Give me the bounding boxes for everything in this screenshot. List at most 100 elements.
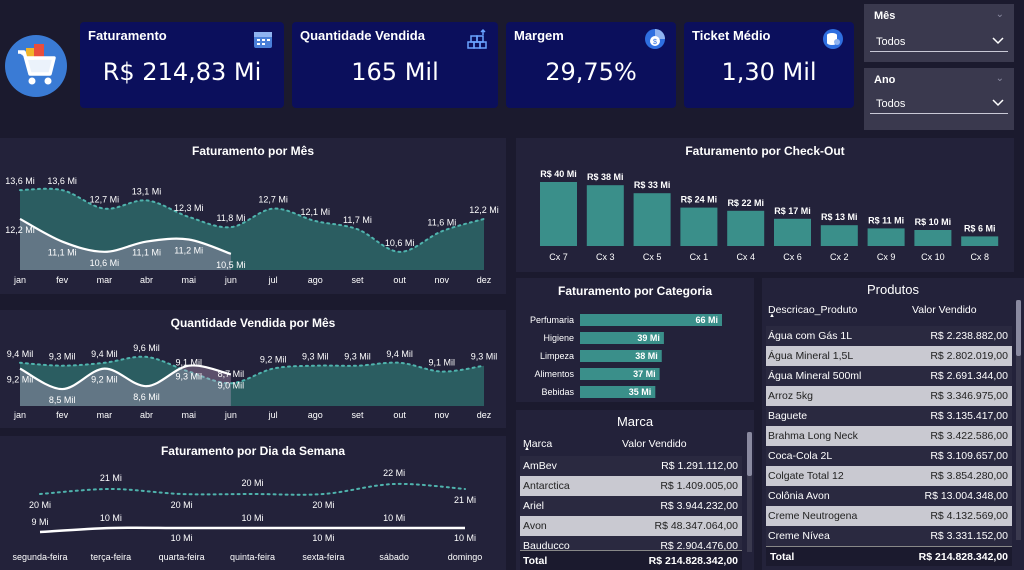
slicer-dropdown-mes[interactable]: Todos <box>870 32 1008 52</box>
kpi-value: 29,75% <box>545 58 637 86</box>
column-header-valor[interactable]: Valor Vendido <box>912 304 977 316</box>
cell-value: R$ 3.944.232,00 <box>660 500 738 512</box>
table-row[interactable]: Colônia Avon R$ 13.004.348,00 <box>766 486 1012 506</box>
table-row[interactable]: Colgate Total 12 R$ 3.854.280,00 <box>766 466 1012 486</box>
kpi-value: 165 Mil <box>351 58 439 86</box>
scrollbar[interactable] <box>1016 300 1021 540</box>
column-header-valor[interactable]: Valor Vendido <box>622 438 687 450</box>
cell-value: R$ 3.109.657,00 <box>930 450 1008 462</box>
bar-value-label: R$ 17 Mi <box>774 206 811 216</box>
bar-value-label: R$ 38 Mi <box>587 172 624 182</box>
data-label: 9,4 Mil <box>91 349 118 359</box>
categoria-plot: Perfumaria 66 Mi Higiene 39 Mi Limpeza 38 Mi A… <box>530 314 722 398</box>
quantidade-mes-plot: 9,4 Mil 9,3 Mil 9,4 Mil 9,6 Mil 9,1 Mil 8,7 M… <box>7 343 498 420</box>
table-title: Produtos <box>866 282 920 297</box>
cell-name: Coca-Cola 2L <box>768 450 833 462</box>
table-row[interactable]: Água com Gás 1L R$ 2.238.882,00 <box>766 326 1012 346</box>
cell-name: Avon <box>523 520 547 532</box>
table-row[interactable]: Ariel R$ 3.944.232,00 <box>520 496 742 516</box>
y-tick-label: Limpeza <box>540 351 574 361</box>
bar-value-label: R$ 10 Mi <box>915 217 952 227</box>
kpi-value: R$ 214,83 Mi <box>102 58 262 86</box>
checkout-plot: R$ 40 Mi Cx 7 R$ 38 Mi Cx 3 R$ 33 Mi Cx 5 R$ 2… <box>540 169 999 262</box>
chart-faturamento-dia: Faturamento por Dia da Semana 20 Mi 21 Mi… <box>0 436 506 570</box>
kpi-title: Ticket Médio <box>692 28 771 43</box>
bottom-data-label: 10 Mi <box>171 533 193 543</box>
bar-value-label: R$ 11 Mi <box>868 215 904 225</box>
data-label: 13,1 Mi <box>132 186 162 196</box>
kpi-ticket: Ticket Médio 1,30 Mil <box>684 22 854 108</box>
data-label: 9,1 Mil <box>429 358 456 368</box>
x-tick-label: Cx 3 <box>596 252 615 262</box>
x-tick-label: ago <box>308 275 323 285</box>
data-label: 11,8 Mi <box>216 213 245 223</box>
scrollbar[interactable] <box>747 432 752 552</box>
cell-value: R$ 3.854.280,00 <box>930 470 1008 482</box>
chart-title: Faturamento por Dia da Semana <box>160 444 346 458</box>
shopping-cart-icon <box>5 35 67 97</box>
x-tick-label: out <box>393 410 406 420</box>
table-total-row: Total R$ 214.828.342,00 <box>766 546 1012 566</box>
table-row[interactable]: Creme Neutrogena R$ 4.132.569,00 <box>766 506 1012 526</box>
data-label: 9,4 Mil <box>386 349 413 359</box>
table-row[interactable]: Avon R$ 48.347.064,00 <box>520 516 742 536</box>
cell-value: R$ 2.904.476,00 <box>660 540 738 552</box>
cell-name: AmBev <box>523 460 557 472</box>
bar-value-label: 38 Mi <box>635 351 658 361</box>
bar <box>540 182 577 246</box>
bottom-data-label: 10 Mi <box>383 513 405 523</box>
kpi-value: 1,30 Mil <box>721 58 817 86</box>
chevron-up-icon[interactable]: ⌄ <box>995 73 1004 84</box>
line-data-label: 11,2 Mi <box>174 245 203 255</box>
table-row[interactable]: Coca-Cola 2L R$ 3.109.657,00 <box>766 446 1012 466</box>
kpi-title: Quantidade Vendida <box>300 28 425 43</box>
table-row[interactable]: Creme Nívea R$ 3.331.152,00 <box>766 526 1012 546</box>
data-label: 9,6 Mil <box>133 343 160 353</box>
column-header-marca[interactable]: Marca <box>523 438 553 450</box>
chart-categoria: Faturamento por Categoria Perfumaria 66 M… <box>516 278 754 402</box>
x-tick-label: terça-feira <box>91 552 132 562</box>
x-tick-label: ago <box>308 410 323 420</box>
x-tick-label: Cx 5 <box>643 252 662 262</box>
table-row[interactable]: AmBev R$ 1.291.112,00 <box>520 456 742 476</box>
kpi-title: Margem <box>514 28 564 43</box>
table-row[interactable]: Antarctica R$ 1.409.005,00 <box>520 476 742 496</box>
slicer-dropdown-ano[interactable]: Todos <box>870 94 1008 114</box>
cell-name: Água Mineral 1,5L <box>768 350 854 362</box>
data-label: 9,3 Mil <box>49 352 76 362</box>
table-produtos: Produtos Descricao_Produto Valor Vendido… <box>762 278 1024 570</box>
x-tick-label: Cx 6 <box>783 252 802 262</box>
column-header-produto[interactable]: Descricao_Produto <box>768 304 858 316</box>
total-value: R$ 214.828.342,00 <box>648 555 738 567</box>
table-row[interactable]: Baguete R$ 3.135.417,00 <box>766 406 1012 426</box>
x-tick-label: nov <box>435 275 450 285</box>
bar-value-label: 35 Mi <box>629 387 652 397</box>
data-label: 9,3 Mil <box>344 352 371 362</box>
x-tick-label: jul <box>268 275 278 285</box>
line-series-area <box>20 365 231 406</box>
faturamento-dia-plot: 20 Mi 21 Mi 20 Mi 20 Mi 20 Mi 22 Mi 21 Mi 9 Mi 1… <box>12 468 482 562</box>
table-header: Descricao_Produto Valor Vendido ▲ <box>766 300 1012 320</box>
area-series <box>20 188 484 270</box>
chevron-up-icon[interactable]: ⌄ <box>995 9 1004 20</box>
table-row[interactable]: Brahma Long Neck R$ 3.422.586,00 <box>766 426 1012 446</box>
top-series-line <box>39 482 466 496</box>
table-row[interactable]: Arroz 5kg R$ 3.346.975,00 <box>766 386 1012 406</box>
cell-name: Colônia Avon <box>768 490 830 502</box>
x-tick-label: jun <box>224 275 237 285</box>
chart-title: Quantidade Vendida por Mês <box>170 316 336 330</box>
y-tick-label: Higiene <box>543 333 574 343</box>
table-row[interactable]: Água Mineral 1,5L R$ 2.802.019,00 <box>766 346 1012 366</box>
x-tick-label: Cx 7 <box>549 252 568 262</box>
bar <box>820 225 858 246</box>
line-data-label: 10,6 Mi <box>90 258 120 268</box>
bar-value-label: R$ 40 Mi <box>540 169 577 179</box>
bar <box>961 236 999 246</box>
table-row[interactable]: Água Mineral 500ml R$ 2.691.344,00 <box>766 366 1012 386</box>
table-header: Marca Valor Vendido ▲ <box>520 434 742 454</box>
x-tick-label: fev <box>56 275 69 285</box>
x-tick-label: jan <box>13 410 26 420</box>
chart-quantidade-mes: Quantidade Vendida por Mês 9,4 Mil 9,3 Mi… <box>0 310 506 428</box>
x-tick-label: jan <box>13 275 26 285</box>
cell-name: Colgate Total 12 <box>768 470 844 482</box>
